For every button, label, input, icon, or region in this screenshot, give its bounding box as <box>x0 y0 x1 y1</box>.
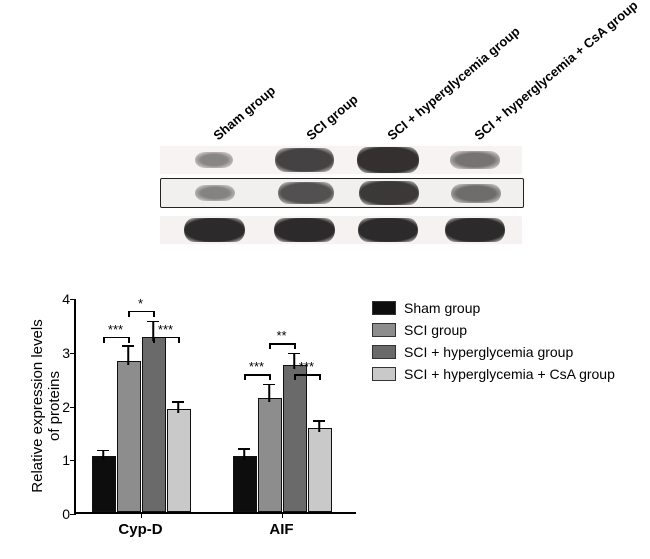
legend: Sham group SCI group SCI + hyperglycemia g… <box>372 300 642 388</box>
blot-band <box>184 218 245 243</box>
lane-label: SCI + hyperglycemia + CsA group <box>471 0 640 143</box>
y-tick-mark <box>70 407 76 408</box>
plot-region: Relative expression levelsof proteins 01… <box>74 299 356 514</box>
error-bar <box>318 420 320 432</box>
blot-row <box>160 178 524 208</box>
blot-band <box>275 148 334 171</box>
sig-bracket <box>244 374 269 376</box>
legend-label: SCI + hyperglycemia + CsA group <box>404 366 615 382</box>
sig-bracket <box>269 343 294 345</box>
error-bar <box>127 345 129 364</box>
bar <box>117 361 141 512</box>
sig-label: *** <box>299 359 314 374</box>
sig-label: * <box>138 296 143 311</box>
bar-chart: Relative expression levelsof proteins 01… <box>30 295 360 550</box>
error-bar <box>102 450 104 461</box>
x-tick-label: Cyp-D <box>118 521 162 538</box>
legend-label: Sham group <box>404 300 480 316</box>
legend-label: SCI group <box>404 322 467 338</box>
bar <box>167 409 191 512</box>
legend-label: SCI + hyperglycemia group <box>404 344 573 360</box>
sig-bracket-tick <box>294 374 296 380</box>
sig-bracket <box>294 374 319 376</box>
sig-bracket-tick <box>269 374 271 380</box>
error-cap <box>263 384 275 386</box>
error-cap <box>288 353 300 355</box>
blot-band <box>274 218 335 243</box>
error-bar <box>243 448 245 460</box>
sig-bracket-tick <box>103 337 105 343</box>
error-cap <box>97 450 109 452</box>
blot-band <box>451 184 501 203</box>
legend-swatch <box>372 301 396 315</box>
sig-bracket-tick <box>153 337 155 343</box>
error-cap <box>122 345 134 347</box>
sig-bracket-tick <box>294 343 296 349</box>
blot-row <box>160 146 522 174</box>
sig-bracket-tick <box>178 337 180 343</box>
y-tick-mark <box>70 514 76 515</box>
blot-band <box>195 185 235 201</box>
error-bar <box>293 353 295 369</box>
blot-band <box>195 152 233 168</box>
blot-band <box>357 147 419 172</box>
sig-bracket-tick <box>269 343 271 349</box>
sig-bracket-tick <box>128 311 130 317</box>
sig-bracket <box>103 337 128 339</box>
error-bar <box>177 401 179 413</box>
sig-label: *** <box>158 322 173 337</box>
y-axis-label: Relative expression levelsof proteins <box>29 319 63 492</box>
blot-band <box>445 218 506 243</box>
x-tick-mark <box>141 512 143 518</box>
bar <box>308 428 332 512</box>
blot-band <box>358 218 419 243</box>
blot-band <box>278 182 334 204</box>
error-cap <box>238 448 250 450</box>
bar <box>233 456 257 512</box>
x-tick-mark <box>282 512 284 518</box>
sig-bracket-tick <box>319 374 321 380</box>
bar <box>283 365 307 512</box>
sig-bracket <box>128 311 153 313</box>
sig-label: *** <box>249 359 264 374</box>
error-cap <box>172 401 184 403</box>
legend-item: SCI + hyperglycemia group <box>372 344 642 360</box>
sig-bracket-tick <box>244 374 246 380</box>
sig-bracket-tick <box>153 311 155 317</box>
sig-bracket-tick <box>128 337 130 343</box>
legend-item: SCI + hyperglycemia + CsA group <box>372 366 642 382</box>
blot-band <box>450 151 500 169</box>
blot-row <box>160 216 522 244</box>
bar <box>258 398 282 512</box>
blot-band <box>359 181 420 206</box>
legend-item: SCI group <box>372 322 642 338</box>
legend-swatch <box>372 367 396 381</box>
error-bar <box>268 384 270 402</box>
y-tick-mark <box>70 353 76 354</box>
bar <box>92 456 116 512</box>
sig-label: *** <box>108 322 123 337</box>
legend-swatch <box>372 323 396 337</box>
lane-label: Sham group <box>211 83 279 143</box>
sig-bracket <box>153 337 178 339</box>
legend-swatch <box>372 345 396 359</box>
x-tick-label: AIF <box>269 521 293 538</box>
legend-item: Sham group <box>372 300 642 316</box>
y-tick-mark <box>70 460 76 461</box>
lane-label: SCI group <box>303 92 360 143</box>
sig-label: ** <box>276 328 286 343</box>
bar <box>142 337 166 512</box>
y-tick-mark <box>70 299 76 300</box>
error-cap <box>313 420 325 422</box>
